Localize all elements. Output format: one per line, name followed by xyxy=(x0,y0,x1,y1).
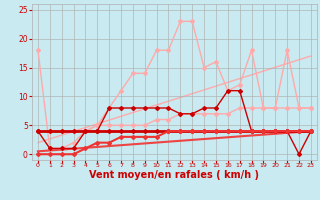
X-axis label: Vent moyen/en rafales ( km/h ): Vent moyen/en rafales ( km/h ) xyxy=(89,170,260,180)
